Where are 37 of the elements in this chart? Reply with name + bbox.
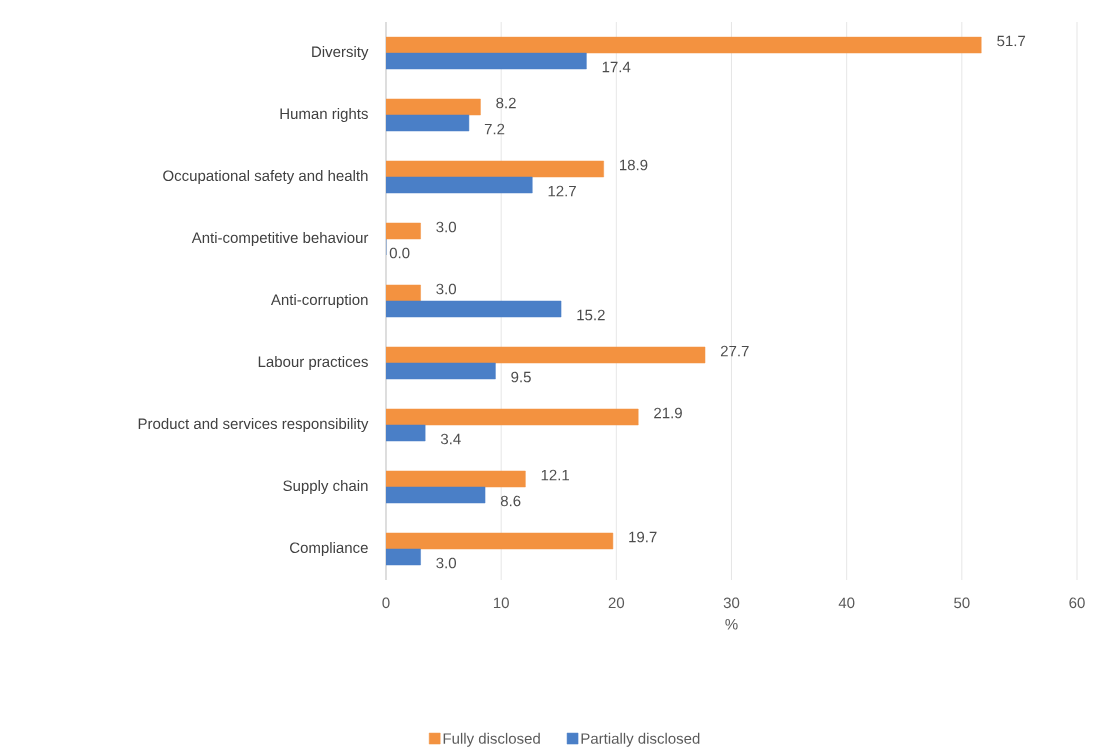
data-label: 15.2 (577, 309, 605, 321)
data-label: 8.2 (496, 97, 516, 109)
x-tick-label: 30 (723, 597, 740, 609)
y-tick-label: Labour practices (258, 356, 368, 370)
data-label: 27.7 (720, 345, 749, 357)
y-tick-label: Anti-corruption (270, 294, 368, 308)
data-label: 17.4 (602, 61, 631, 73)
data-label: 19.7 (629, 531, 657, 543)
legend-label: Fully disclosed (443, 732, 540, 747)
data-label: 0.0 (389, 247, 410, 259)
data-label: 51.7 (997, 35, 1026, 47)
data-label: 8.6 (500, 495, 521, 507)
x-tick-label: 10 (493, 597, 509, 609)
y-tick-label: Supply chain (283, 480, 368, 494)
x-tick-label: 40 (838, 597, 855, 609)
data-label: 3.0 (436, 283, 457, 295)
y-tick-label: Human rights (280, 108, 368, 122)
data-label: 21.9 (654, 407, 682, 419)
x-axis-title: % (725, 619, 738, 630)
y-tick-label: Compliance (290, 542, 368, 556)
x-tick-label: 50 (954, 597, 970, 609)
data-label: 3.0 (436, 221, 457, 233)
data-label: 7.2 (484, 123, 505, 135)
x-tick-label: 20 (608, 597, 625, 609)
data-label: 12.1 (541, 469, 570, 481)
data-label: 3.4 (440, 433, 461, 445)
data-label: 18.9 (620, 159, 648, 171)
data-label: 12.7 (548, 185, 576, 197)
x-tick-label: 60 (1069, 597, 1085, 609)
y-tick-label: Product and services responsibility (138, 418, 369, 432)
x-tick-label: 0 (382, 597, 390, 609)
data-label: 3.0 (436, 557, 457, 569)
y-tick-label: Anti-competitive behaviour (191, 232, 369, 246)
legend-label: Partially disclosed (581, 732, 700, 747)
y-tick-label: Occupational safety and health (163, 170, 368, 184)
y-tick-label: Diversity (312, 46, 369, 60)
data-label: 9.5 (511, 371, 531, 383)
